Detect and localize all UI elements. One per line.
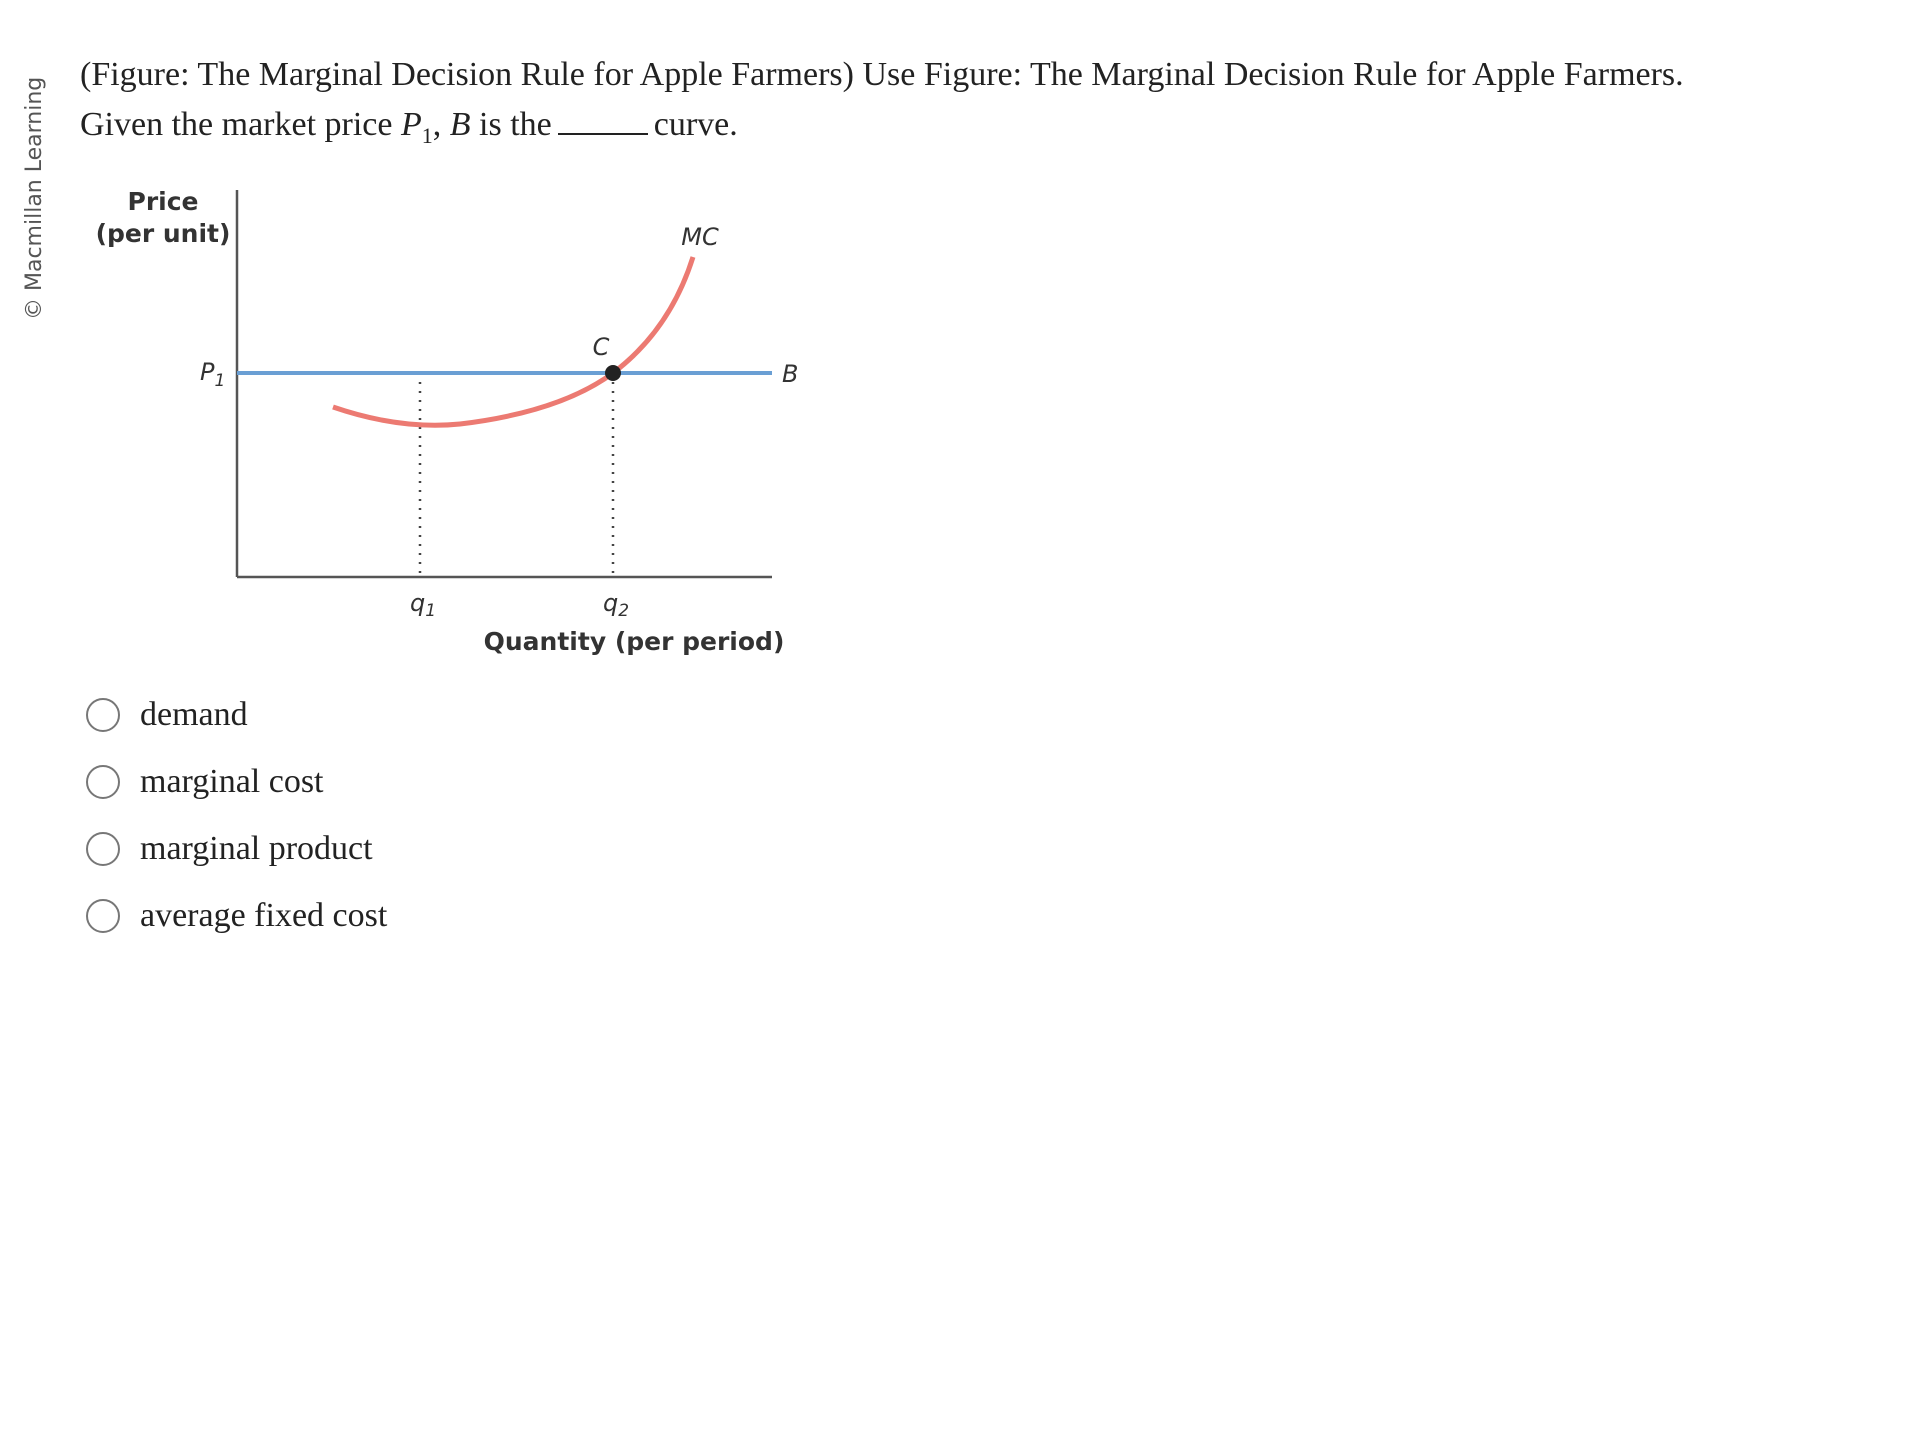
- point-c: [605, 365, 621, 381]
- option-text[interactable]: marginal product: [140, 830, 373, 867]
- q2-sub: 2: [618, 601, 629, 621]
- blank: [557, 133, 648, 135]
- question: (Figure: The Marginal Decision Rule for …: [80, 50, 1684, 161]
- b-label: B: [782, 360, 798, 388]
- option-text[interactable]: demand: [140, 696, 248, 733]
- c-label: C: [593, 333, 610, 361]
- option-text[interactable]: average fixed cost: [140, 897, 388, 934]
- y-label: Price: [128, 187, 199, 216]
- sep: ,: [432, 106, 442, 143]
- x-label: Quantity (per period): [484, 627, 785, 656]
- is-the: is the: [479, 106, 552, 143]
- question-end: curve.: [653, 106, 738, 143]
- question-given: Given the market price: [80, 106, 393, 143]
- q1: q: [410, 589, 425, 617]
- p1-label: P1: [200, 358, 225, 391]
- question-intro: (Figure: The Marginal Decision Rule for …: [80, 56, 1684, 93]
- option[interactable]: demand: [86, 693, 248, 737]
- p1-sub: 1: [214, 371, 225, 391]
- q1-sub: 1: [425, 601, 436, 621]
- q1-label: q1: [410, 589, 436, 621]
- y-label: (per unit): [96, 219, 231, 248]
- option[interactable]: average fixed cost: [86, 894, 387, 938]
- p1: P: [200, 358, 215, 386]
- q2: q: [603, 589, 618, 617]
- mc-curve: [332, 256, 696, 428]
- radio[interactable]: [86, 832, 120, 866]
- radio[interactable]: [86, 698, 120, 732]
- option[interactable]: marginal cost: [86, 760, 324, 804]
- option-text[interactable]: marginal cost: [140, 763, 324, 800]
- option[interactable]: marginal product: [86, 827, 373, 871]
- curve-name: B: [449, 106, 471, 143]
- price-sub: 1: [421, 122, 433, 148]
- radio[interactable]: [86, 765, 120, 799]
- mc-label: MC: [681, 223, 719, 251]
- radio[interactable]: [86, 899, 120, 933]
- q2-label: q2: [603, 589, 629, 621]
- price-symbol: P: [400, 106, 422, 143]
